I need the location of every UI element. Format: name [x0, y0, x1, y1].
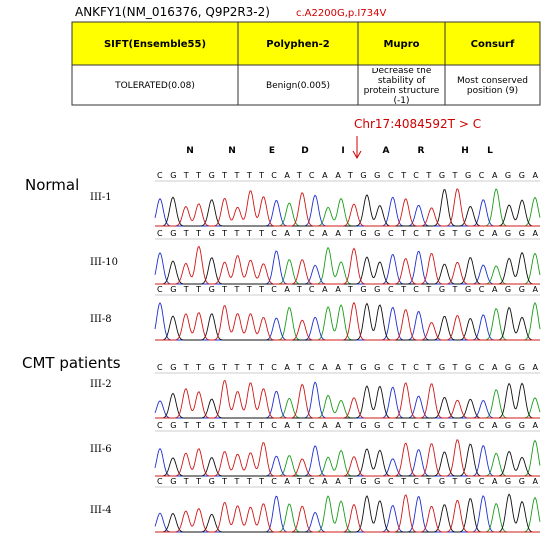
sequence: CGTTGTTTTCATCAATGGCTCTGTGCAGGA: [157, 171, 539, 180]
amino-acid: H: [461, 146, 469, 156]
table-header-bg: [71, 21, 541, 66]
trace-T: [155, 494, 540, 533]
sample-label: III-4: [90, 505, 112, 516]
sequence: CGTTGTTTTCATCAATGGCTCTGTGCAGGA: [157, 229, 539, 238]
sample-label: III-2: [90, 379, 112, 390]
sequence: CGTTGTTTTCATCAATGGCTCTGTGCAGGA: [157, 285, 539, 294]
trace-A: [155, 389, 541, 419]
trace-C: [154, 495, 540, 533]
amino-acid: N: [186, 146, 194, 156]
trace-G: [155, 302, 540, 341]
trace-G: [155, 382, 540, 419]
mutation-label: Chr17:4084592T > C: [354, 117, 481, 131]
table-cell-box: TOLERATED(0.08): [115, 81, 195, 91]
table-cell-box: Most conserved position (9): [456, 76, 528, 96]
trace-T: [155, 379, 540, 419]
group-label: Normal: [25, 176, 79, 194]
sequence: CGTTGTTTTCATCAATGGCTCTGTGCAGGA: [157, 477, 539, 486]
sample-label: III-8: [90, 314, 112, 325]
table: [71, 21, 541, 106]
group-label: CMT patients: [22, 354, 121, 372]
sample-label: III-1: [90, 192, 112, 203]
table-cell: TOLERATED(0.08): [115, 81, 195, 91]
trace-G: [155, 251, 540, 285]
table-header: Polyphen-2: [266, 39, 329, 50]
amino-acid: R: [418, 146, 425, 156]
table-header: Mupro: [383, 39, 419, 50]
trace-C: [154, 445, 540, 477]
sequence: CGTTGTTTTCATCAATGGCTCTGTGCAGGA: [157, 363, 539, 372]
sample-label: III-6: [90, 444, 112, 455]
trace-T: [155, 188, 540, 227]
table-header: SIFT(Ensemble55): [104, 39, 206, 50]
table-header: Consurf: [471, 39, 515, 50]
trace-G: [155, 443, 540, 477]
amino-acid: N: [228, 146, 236, 156]
trace-T: [155, 439, 540, 477]
sequence: CGTTGTTTTCATCAATGGCTCTGTGCAGGA: [157, 421, 539, 430]
table-cell: Most conserved position (9): [456, 76, 528, 96]
trace-G: [155, 493, 540, 533]
variant-label: c.A2200G,p.I734V: [296, 8, 386, 19]
gene-title: ANKFY1(NM_016376, Q9P2R3-2): [75, 5, 270, 19]
table-cell-box: Benign(0.005): [265, 81, 331, 91]
table-cell: Benign(0.005): [265, 81, 331, 91]
trace-A: [155, 188, 541, 227]
trace-T: [155, 245, 540, 285]
amino-acid: D: [301, 146, 308, 156]
sample-label: III-10: [90, 257, 118, 268]
amino-acid: A: [383, 146, 390, 156]
arrow-head: [352, 150, 362, 160]
table-row-bg: [71, 64, 541, 106]
amino-acid: I: [341, 146, 344, 156]
amino-acid: L: [487, 146, 493, 156]
table-cell: Decrease the stability of protein struct…: [363, 68, 440, 104]
trace-A: [155, 495, 541, 533]
amino-acid: E: [269, 146, 275, 156]
table-cell-box: Decrease the stability of protein struct…: [363, 68, 440, 104]
trace-G: [155, 189, 540, 227]
trace-T: [155, 301, 540, 341]
